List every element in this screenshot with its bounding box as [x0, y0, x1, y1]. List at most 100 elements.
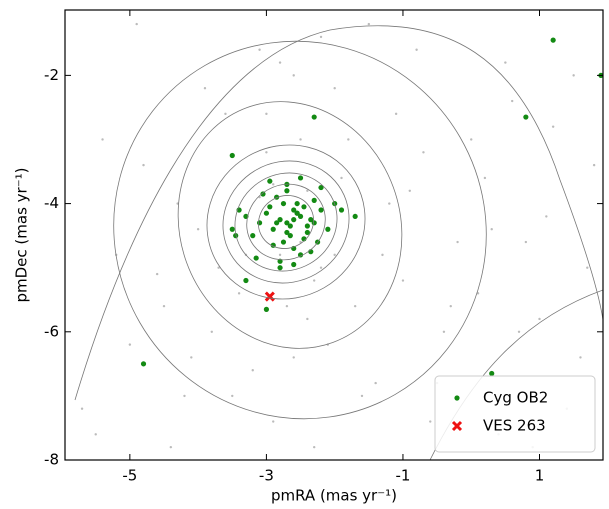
point — [333, 253, 336, 257]
point — [449, 304, 452, 308]
point — [301, 204, 307, 210]
point — [551, 125, 555, 128]
point — [128, 343, 132, 346]
legend: Cyg OB2 VES 263 — [434, 375, 596, 453]
point — [196, 228, 200, 231]
x-tick-label: 1 — [535, 467, 545, 485]
point — [304, 223, 310, 229]
point — [360, 394, 364, 398]
point — [338, 207, 345, 213]
point — [523, 114, 529, 120]
point — [190, 356, 193, 359]
legend-marker — [454, 395, 460, 401]
point — [524, 240, 528, 244]
point — [352, 213, 358, 220]
point — [217, 266, 220, 269]
point — [538, 317, 541, 321]
point — [183, 394, 186, 398]
point — [545, 215, 548, 218]
y-tick-label: -4 — [44, 194, 59, 212]
point — [415, 48, 418, 51]
point — [253, 255, 259, 261]
point — [263, 306, 270, 312]
point — [490, 228, 493, 231]
point — [237, 292, 241, 295]
point — [265, 151, 268, 154]
contour — [258, 195, 314, 249]
legend-label: VES 263 — [483, 417, 546, 435]
point — [272, 420, 275, 423]
point — [267, 178, 273, 184]
point — [210, 330, 213, 333]
point — [263, 210, 270, 216]
point — [284, 229, 290, 236]
point — [287, 223, 293, 229]
point — [250, 233, 256, 239]
point — [264, 291, 275, 302]
x-tick-label: -1 — [395, 467, 410, 485]
contour — [74, 25, 603, 401]
point — [313, 445, 316, 449]
y-tick-label: -2 — [44, 66, 59, 84]
point — [292, 356, 295, 359]
x-tick-label: -3 — [259, 467, 274, 485]
point — [80, 407, 84, 410]
contour — [177, 101, 403, 349]
point — [169, 445, 173, 449]
point — [308, 217, 314, 223]
point — [135, 22, 138, 26]
point — [251, 369, 254, 372]
point — [280, 239, 287, 245]
point — [325, 226, 331, 232]
point — [278, 253, 282, 257]
point — [470, 138, 473, 141]
y-tick-label: -8 — [44, 451, 59, 469]
point — [442, 330, 446, 333]
point — [408, 189, 411, 192]
point — [258, 48, 261, 51]
contour — [206, 144, 366, 300]
point — [381, 253, 384, 257]
point — [297, 175, 304, 181]
plot-frame — [64, 9, 604, 461]
contour — [222, 160, 350, 284]
point — [347, 138, 350, 141]
point — [270, 226, 276, 232]
point — [311, 220, 317, 226]
point — [291, 217, 297, 223]
point — [318, 184, 324, 191]
point — [277, 217, 283, 223]
point — [229, 152, 235, 159]
point — [260, 191, 266, 197]
point — [274, 220, 280, 226]
point — [311, 197, 317, 203]
contour — [234, 172, 338, 272]
point — [155, 272, 159, 276]
legend-marker — [451, 420, 463, 432]
point — [318, 207, 324, 213]
point — [333, 87, 336, 90]
point — [313, 279, 316, 282]
point — [229, 226, 235, 232]
point — [140, 361, 147, 367]
point — [550, 37, 556, 43]
point — [388, 202, 391, 205]
contour — [113, 40, 487, 420]
point — [374, 381, 377, 385]
point — [294, 200, 300, 207]
point — [284, 220, 290, 226]
point — [203, 87, 207, 90]
point — [285, 304, 289, 308]
point — [586, 266, 589, 269]
point — [306, 317, 309, 321]
point — [299, 138, 302, 141]
point — [101, 138, 104, 141]
point — [224, 112, 227, 116]
x-axis-label: pmRA (mas yr⁻¹) — [271, 487, 397, 505]
point — [340, 176, 343, 180]
point — [265, 112, 268, 116]
point — [394, 112, 398, 116]
point — [592, 163, 596, 167]
point — [483, 176, 487, 180]
point — [304, 229, 310, 236]
